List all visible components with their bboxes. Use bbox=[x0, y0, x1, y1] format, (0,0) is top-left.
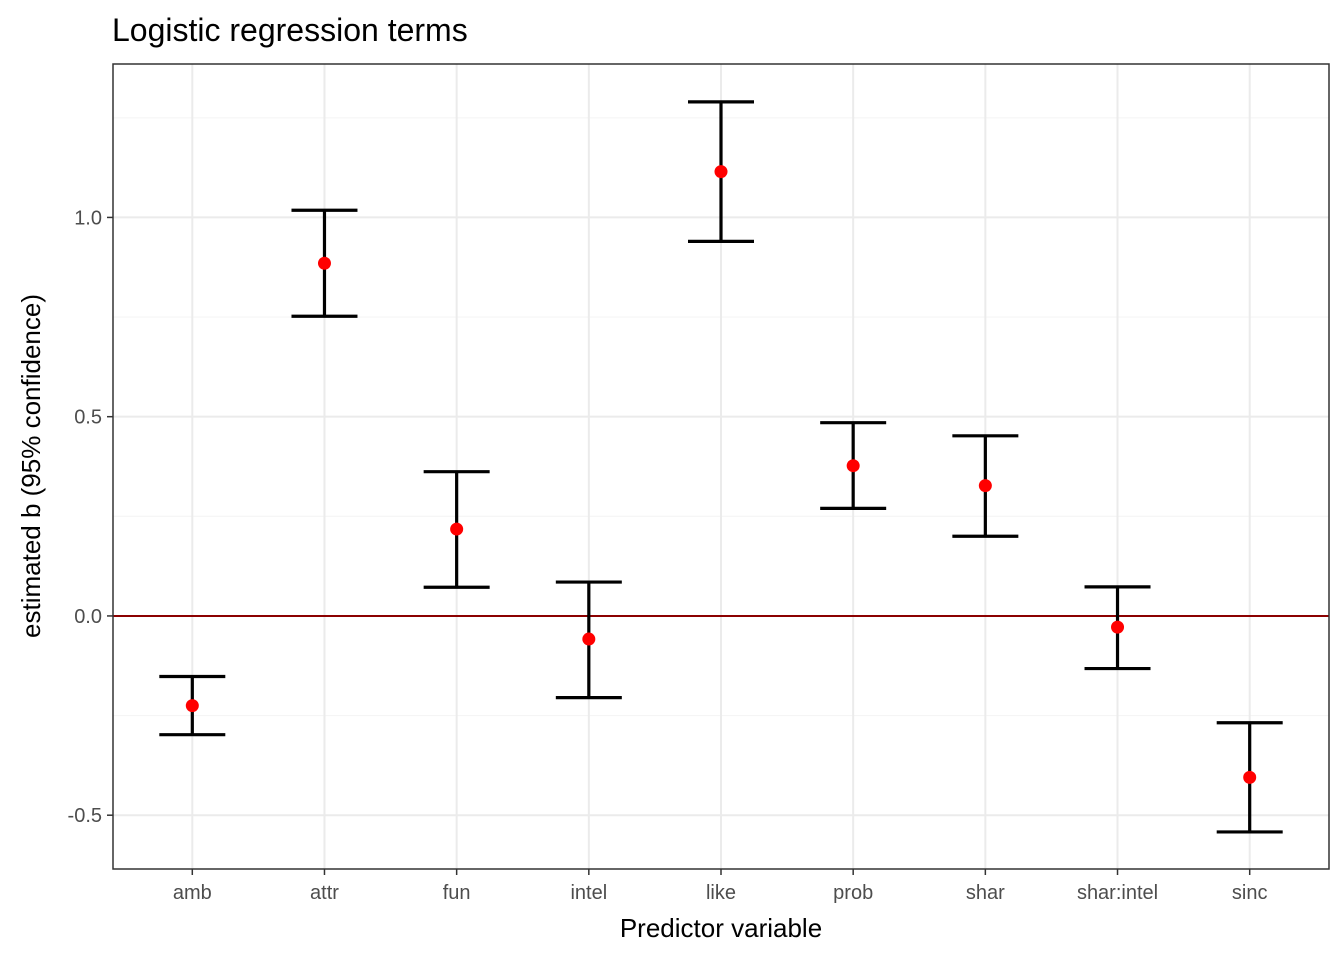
x-axis-title: Predictor variable bbox=[620, 913, 822, 943]
errorbar-like bbox=[688, 100, 754, 243]
x-tick-label: intel bbox=[570, 882, 607, 904]
errorbar-intel bbox=[555, 580, 622, 700]
errorbar-amb bbox=[159, 674, 226, 737]
y-tick-label: 1.0 bbox=[74, 207, 102, 229]
x-tick-label: like bbox=[706, 882, 736, 904]
errorbar-fun bbox=[423, 470, 490, 589]
x-tick-label: shar:intel bbox=[1077, 882, 1158, 904]
estimate-point bbox=[1111, 620, 1125, 634]
estimate-point bbox=[317, 256, 331, 270]
y-axis-title: estimated b (95% confidence) bbox=[16, 294, 46, 638]
estimate-point bbox=[714, 165, 728, 179]
x-tick-label: fun bbox=[443, 882, 471, 904]
chart-title: Logistic regression terms bbox=[112, 12, 468, 48]
estimate-point bbox=[450, 522, 464, 536]
errorbar-shar:intel bbox=[1084, 585, 1151, 671]
errorbar-prob bbox=[820, 421, 887, 510]
x-tick-label: shar bbox=[966, 882, 1005, 904]
errorbar-attr bbox=[291, 208, 358, 318]
x-tick-label: attr bbox=[310, 882, 339, 904]
estimate-point bbox=[846, 459, 860, 473]
estimate-point bbox=[185, 699, 199, 713]
y-tick-label: -0.5 bbox=[68, 805, 102, 827]
estimate-point bbox=[582, 632, 596, 646]
x-tick-label: prob bbox=[833, 882, 873, 904]
estimate-point bbox=[978, 479, 992, 493]
errorbar-sinc bbox=[1216, 721, 1283, 834]
y-tick-label: 0.0 bbox=[74, 606, 102, 628]
x-tick-label: sinc bbox=[1232, 882, 1268, 904]
axes: -0.5 0.0 0.5 1.0 amb attr fun intel like prob shar… bbox=[68, 207, 1268, 904]
x-tick-label: amb bbox=[173, 882, 212, 904]
errorbar-shar bbox=[952, 434, 1019, 538]
estimate-point bbox=[1243, 770, 1257, 784]
y-tick-label: 0.5 bbox=[74, 407, 102, 429]
error-bars bbox=[159, 100, 1283, 834]
